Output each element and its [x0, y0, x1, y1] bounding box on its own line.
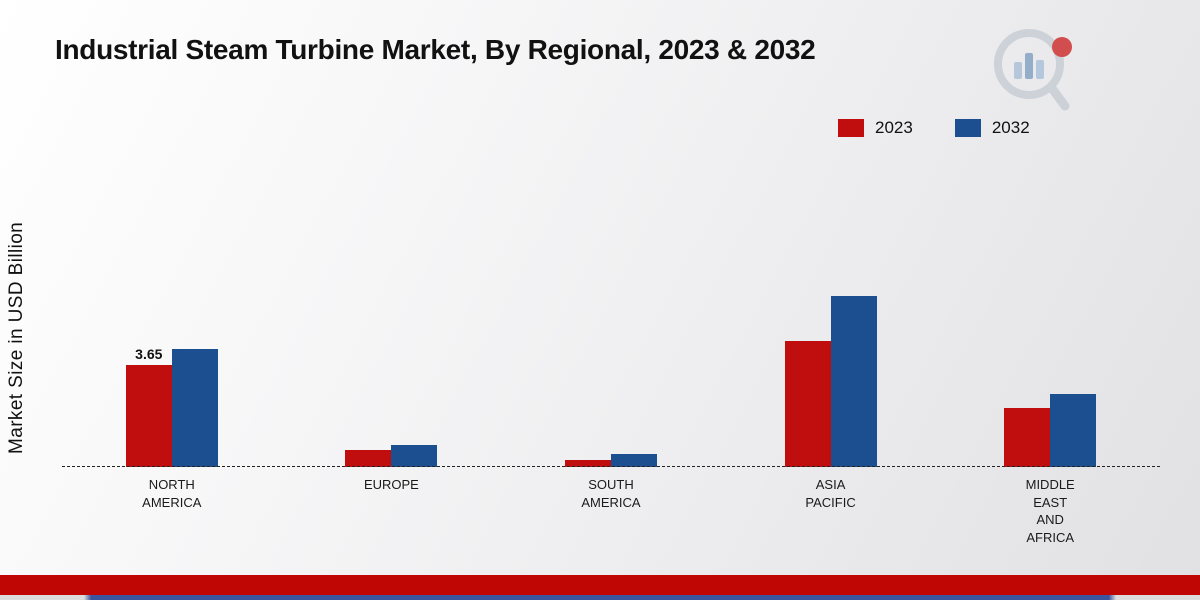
bar-group-south-america: SOUTH AMERICA	[564, 145, 657, 510]
category-label-line: EAST	[1033, 494, 1068, 510]
category-label-line: EUROPE	[363, 477, 419, 492]
bar-value-label-north-america: 3.65	[135, 346, 163, 362]
bar-2032-north-america	[171, 349, 218, 467]
legend-item-2023: 2023	[838, 118, 913, 138]
category-label-line: AMERICA	[581, 494, 641, 510]
bar-2032-asia-pacific	[830, 296, 877, 467]
bar-group-north-america: 3.65 NORTH AMERICA	[125, 145, 218, 510]
bar-2023-asia-pacific	[784, 341, 831, 467]
legend-label-2032: 2032	[991, 118, 1030, 137]
category-label-line: PACIFIC	[805, 494, 856, 510]
market-research-future-logo	[994, 29, 1072, 111]
plot-area: 3.65 NORTH AMERICA EUROPE SOUTH AMERICA ASIA PA…	[62, 145, 1160, 545]
logo-bar-2	[1025, 53, 1033, 79]
category-label-north-america: NORTH AMERICA	[142, 476, 201, 511]
bar-2023-middle-east-and-africa	[1004, 408, 1051, 467]
bar-group-asia-pacific: ASIA PACIFIC	[784, 145, 877, 510]
bar-pair-europe	[345, 445, 438, 467]
bar-2023-south-america	[564, 460, 611, 467]
logo-bar-3	[1036, 60, 1044, 79]
bar-2032-middle-east-and-africa	[1050, 394, 1097, 467]
x-axis-baseline	[62, 466, 1160, 467]
legend-swatch-2023	[838, 119, 864, 137]
footer-red-bar	[0, 575, 1200, 595]
category-label-europe: EUROPE	[364, 476, 419, 494]
category-label-line: AND	[1036, 512, 1064, 528]
bar-2023-europe	[345, 450, 392, 467]
category-label-line: ASIA	[815, 477, 846, 492]
category-label-line: AFRICA	[1026, 529, 1074, 545]
legend-label-2023: 2023	[875, 118, 913, 137]
legend-item-2032: 2032	[954, 118, 1030, 138]
logo-bar-1	[1014, 62, 1022, 79]
category-label-line: AMERICA	[142, 494, 202, 510]
category-label-asia-pacific: ASIA PACIFIC	[805, 476, 855, 511]
bar-pair-middle-east-and-africa	[1004, 394, 1097, 467]
footer-blue-strip	[0, 595, 1200, 600]
legend-swatch-2032	[954, 119, 981, 137]
bar-pair-asia-pacific	[784, 296, 877, 467]
logo-ring	[994, 29, 1064, 99]
logo-handle	[1046, 82, 1070, 111]
category-label-line: NORTH	[148, 477, 195, 492]
bar-2032-europe	[391, 445, 438, 467]
category-label-line: SOUTH	[588, 477, 634, 492]
category-label-line: MIDDLE	[1025, 477, 1075, 492]
chart-title: Industrial Steam Turbine Market, By Regi…	[55, 34, 816, 65]
logo-red-dot	[1052, 37, 1072, 57]
bar-2032-south-america	[610, 454, 657, 467]
bar-pair-north-america: 3.65	[125, 346, 218, 467]
legend: 2023 2032	[838, 118, 1030, 138]
bar-group-europe: EUROPE	[345, 145, 438, 492]
bar-group-middle-east-and-africa: MIDDLE EAST AND AFRICA	[1004, 145, 1097, 545]
bar-2023-north-america: 3.65	[125, 346, 172, 467]
category-label-south-america: SOUTH AMERICA	[581, 476, 640, 511]
category-label-middle-east-and-africa: MIDDLE EAST AND AFRICA	[1026, 476, 1075, 546]
bar-pair-south-america	[564, 454, 657, 467]
y-axis-label: Market Size in USD Billion	[6, 221, 27, 455]
